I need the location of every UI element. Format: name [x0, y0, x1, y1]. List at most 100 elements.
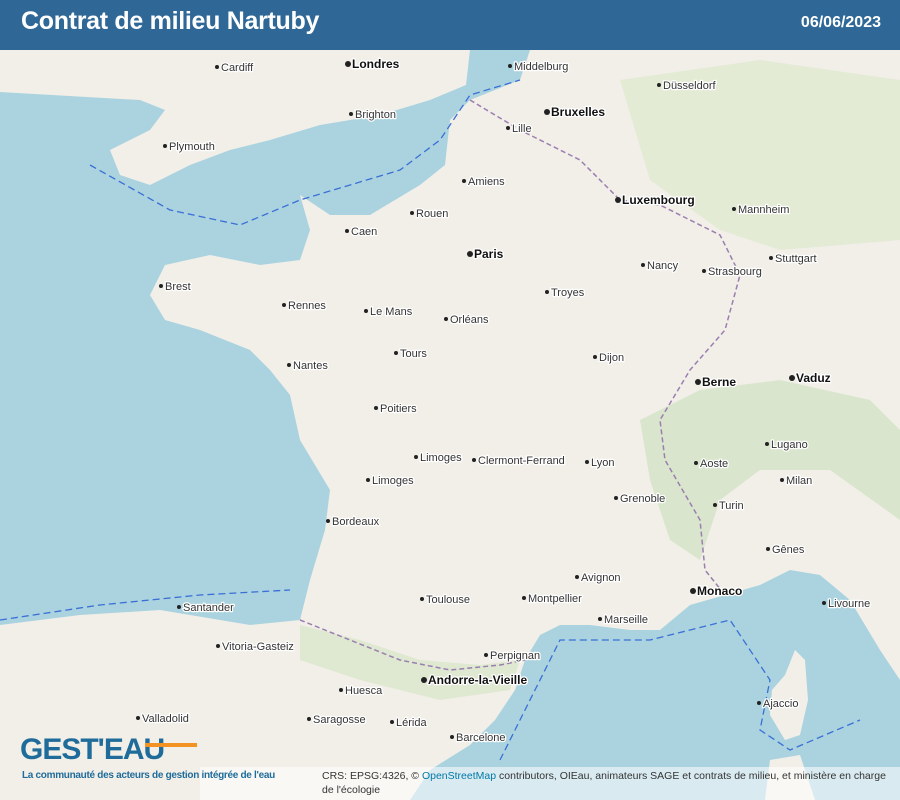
city-label: Valladolid: [142, 713, 189, 725]
city-marker: [615, 197, 621, 203]
city-marker: [732, 207, 736, 211]
alps-relief: [640, 380, 900, 560]
city-label: Strasbourg: [708, 266, 762, 278]
page-title: Contrat de milieu Nartuby: [21, 7, 320, 35]
city-marker: [472, 458, 476, 462]
city-marker: [508, 64, 512, 68]
city-marker: [421, 677, 427, 683]
city-label: Troyes: [551, 287, 585, 299]
city-marker: [326, 519, 330, 523]
city-labels: Londres Paris Bruxelles Luxembourg Berne Mona…: [136, 56, 871, 745]
city-label: Lugano: [771, 439, 808, 451]
city-label: Vaduz: [796, 371, 831, 385]
city-label: Clermont-Ferrand: [478, 455, 565, 467]
city-label: Toulouse: [426, 594, 470, 606]
city-marker: [484, 653, 488, 657]
city-marker: [450, 735, 454, 739]
city-marker: [136, 716, 140, 720]
map-canvas[interactable]: Londres Paris Bruxelles Luxembourg Berne Mona…: [0, 50, 900, 800]
city-marker: [585, 460, 589, 464]
city-marker: [410, 211, 414, 215]
city-marker: [366, 478, 370, 482]
city-marker: [780, 478, 784, 482]
city-label: Le Mans: [370, 306, 413, 318]
city-label: Dijon: [599, 352, 624, 364]
logo-text: GEST'EAU: [20, 733, 165, 766]
city-marker: [163, 144, 167, 148]
city-label: Plymouth: [169, 141, 215, 153]
city-label: Barcelone: [456, 732, 506, 744]
city-label: Orléans: [450, 314, 489, 326]
city-label: Berne: [702, 375, 736, 389]
city-marker: [545, 290, 549, 294]
city-marker: [702, 269, 706, 273]
city-label: Saragosse: [313, 714, 366, 726]
city-label: Tours: [400, 348, 427, 360]
city-marker: [598, 617, 602, 621]
city-marker: [614, 496, 618, 500]
city-label: Rennes: [288, 300, 326, 312]
city-marker: [544, 109, 550, 115]
city-label: Bordeaux: [332, 516, 380, 528]
city-marker: [765, 442, 769, 446]
city-marker: [695, 379, 701, 385]
city-marker: [339, 688, 343, 692]
city-marker: [345, 229, 349, 233]
land-great-britain: [0, 50, 470, 185]
city-label: Cardiff: [221, 62, 254, 74]
city-label: Perpignan: [490, 650, 540, 662]
city-marker: [593, 355, 597, 359]
city-label: Limoges: [420, 452, 462, 464]
city-marker: [713, 503, 717, 507]
city-marker: [789, 375, 795, 381]
city-label: Limoges: [372, 475, 414, 487]
header-bar: Contrat de milieu Nartuby 06/06/2023: [0, 0, 900, 50]
openstreetmap-link[interactable]: OpenStreetMap: [421, 770, 497, 782]
city-marker: [757, 701, 761, 705]
city-label: Lérida: [396, 717, 427, 729]
logo-accent-bar: [145, 743, 197, 747]
city-label: Ajaccio: [763, 698, 798, 710]
city-label: Luxembourg: [622, 193, 695, 207]
border-france-spain: [299, 619, 526, 671]
city-label: Avignon: [581, 572, 621, 584]
city-marker: [506, 126, 510, 130]
attribution-suffix: contributors, OIEau, animateurs SAGE et …: [322, 770, 886, 796]
city-marker: [575, 575, 579, 579]
city-label: Lille: [512, 123, 532, 135]
city-label: Brest: [165, 281, 191, 293]
city-marker: [345, 61, 351, 67]
city-marker: [390, 720, 394, 724]
map-view[interactable]: Londres Paris Bruxelles Luxembourg Berne Mona…: [0, 50, 900, 800]
city-marker: [467, 251, 473, 257]
city-label: Brighton: [355, 109, 396, 121]
city-marker: [657, 83, 661, 87]
city-label: Rouen: [416, 208, 448, 220]
date-label: 06/06/2023: [800, 14, 881, 31]
city-label: Monaco: [697, 584, 742, 598]
city-marker: [420, 597, 424, 601]
city-label: Bruxelles: [551, 105, 605, 119]
logo-tagline: La communauté des acteurs de gestion int…: [22, 770, 275, 781]
city-label: Santander: [183, 602, 234, 614]
city-marker: [364, 309, 368, 313]
city-label: Middelburg: [514, 61, 568, 73]
city-label: Milan: [786, 475, 812, 487]
land-continent: [0, 50, 900, 800]
city-label: Turin: [719, 500, 744, 512]
city-marker: [394, 351, 398, 355]
city-label: Lyon: [591, 457, 614, 469]
city-label: Mannheim: [738, 204, 789, 216]
city-label: Stuttgart: [775, 253, 817, 265]
germany-relief: [620, 60, 900, 250]
city-marker: [215, 65, 219, 69]
city-marker: [177, 605, 181, 609]
attribution-prefix: CRS: EPSG:4326, ©: [322, 770, 422, 782]
city-marker: [822, 601, 826, 605]
city-label: Vitoria-Gasteiz: [222, 641, 294, 653]
city-marker: [694, 461, 698, 465]
pyrenees-relief: [300, 625, 520, 700]
city-marker: [216, 644, 220, 648]
land-corsica: [770, 650, 808, 740]
gesteau-logo: GEST'EAU: [20, 733, 197, 767]
